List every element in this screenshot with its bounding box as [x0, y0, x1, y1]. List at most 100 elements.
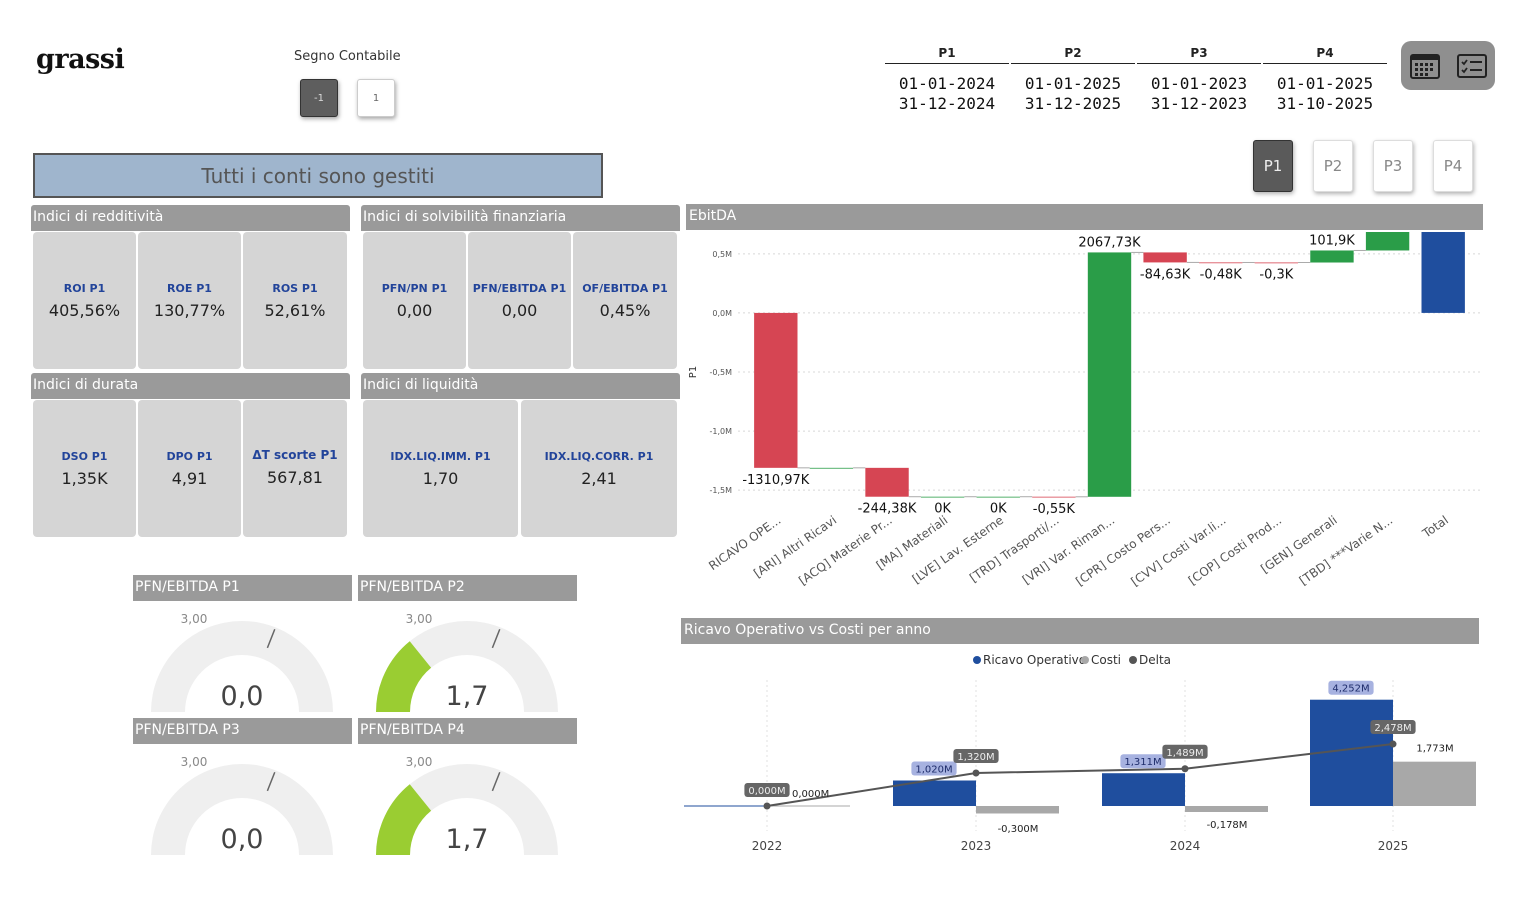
- y-tick-label: -1,5M: [709, 486, 732, 495]
- calendar-icon[interactable]: [1409, 52, 1441, 80]
- gauge-fill: [376, 641, 432, 712]
- status-banner: Tutti i conti sono gestiti: [33, 153, 603, 198]
- delta-point: [763, 802, 771, 810]
- legend-label: Ricavo Operativo: [983, 653, 1086, 667]
- x-tick-label: [CPR] Costo Pers...: [1073, 513, 1173, 589]
- kpi-value: 0,00: [396, 301, 433, 320]
- period-button-p3[interactable]: P3: [1373, 140, 1413, 192]
- waterfall-bar: [1199, 262, 1243, 264]
- delta-point: [1181, 765, 1189, 773]
- gauge-p3: 3,00 0,0: [151, 755, 333, 855]
- x-tick-label: [CVV] Costi Var.li...: [1129, 513, 1229, 589]
- gauge-target-tick: [266, 628, 276, 649]
- ricavo-bar: [1102, 773, 1185, 806]
- period-end: 31-12-2024: [898, 94, 996, 113]
- kpi-label: OF/EBITDA P1: [582, 282, 668, 295]
- x-tick-label: 2022: [752, 839, 783, 853]
- gauge-target-tick: [491, 628, 501, 649]
- kpi-card-liq-imm: IDX.LIQ.IMM. P1 1,70: [363, 400, 518, 537]
- data-label: -84,63K: [1140, 267, 1191, 282]
- ricavo-label: 4,252M: [1332, 684, 1369, 695]
- data-label: -1310,97K: [742, 473, 809, 488]
- ebitda-chart-header: EbitDA: [686, 204, 1483, 230]
- x-tick-label: [COP] Costi Prod...: [1186, 513, 1284, 588]
- x-tick-label: 2024: [1170, 839, 1201, 853]
- gauge-header-p3: PFN/EBITDA P3: [133, 718, 352, 744]
- gauge-max-label: 3,00: [181, 612, 208, 626]
- costi-label: -0,178M: [1207, 820, 1248, 831]
- period-button-p1[interactable]: P1: [1253, 140, 1293, 192]
- y-tick-label: 0,0M: [712, 309, 732, 318]
- x-tick-label: [ACQ] Materie Pr...: [796, 513, 895, 588]
- period-button-p4[interactable]: P4: [1433, 140, 1473, 192]
- y-axis-title: P1: [688, 366, 699, 378]
- ricavo-label: 0,000M: [792, 789, 829, 800]
- gauge-track: [151, 621, 333, 712]
- kpi-value: 567,81: [267, 468, 323, 487]
- kpi-value: 52,61%: [264, 301, 326, 320]
- kpi-value: 4,91: [171, 469, 208, 488]
- waterfall-bar: [1254, 262, 1299, 264]
- section-header-durata: Indici di durata: [31, 373, 350, 399]
- segno-plus-one-button[interactable]: 1: [357, 79, 395, 117]
- gauge-p1: 3,00 0,0: [151, 612, 333, 712]
- kpi-label: DSO P1: [61, 450, 108, 463]
- segno-contabile-label: Segno Contabile: [294, 49, 401, 64]
- costi-label: 1,773M: [1416, 744, 1453, 755]
- period-column-p1: P1 01-01-2024 31-12-2024: [885, 46, 1009, 114]
- ricavo-label-badge: [1328, 680, 1374, 695]
- kpi-label: ΔT scorte P1: [252, 448, 338, 462]
- period-button-p2[interactable]: P2: [1313, 140, 1353, 192]
- x-tick-label: 2025: [1378, 839, 1409, 853]
- kpi-card-ros: ROS P1 52,61%: [243, 232, 347, 369]
- legend-label: Costi: [1091, 653, 1121, 667]
- period-end: 31-10-2025: [1276, 94, 1374, 113]
- gauge-track: [376, 764, 558, 855]
- gauge-header-p4: PFN/EBITDA P4: [358, 718, 577, 744]
- period-header: P3: [1137, 46, 1261, 64]
- data-label: -0,48K: [1200, 267, 1243, 282]
- delta-point: [972, 769, 980, 777]
- waterfall-bar: [1143, 252, 1187, 263]
- kpi-card-dso: DSO P1 1,35K: [33, 400, 136, 537]
- kpi-label: IDX.LIQ.CORR. P1: [544, 450, 654, 463]
- period-column-p3: P3 01-01-2023 31-12-2023: [1137, 46, 1261, 114]
- ricavo-costi-chart-header: Ricavo Operativo vs Costi per anno: [681, 618, 1479, 644]
- kpi-card-delta-scorte: ΔT scorte P1 567,81: [243, 400, 347, 537]
- kpi-label: IDX.LIQ.IMM. P1: [390, 450, 491, 463]
- period-end: 31-12-2023: [1150, 94, 1248, 113]
- kpi-value: 0,00: [501, 301, 538, 320]
- x-tick-label: [VRI] Var. Riman...: [1020, 513, 1117, 587]
- data-label: 0K: [934, 502, 951, 517]
- gauge-value: 1,7: [446, 681, 489, 712]
- kpi-card-liq-corr: IDX.LIQ.CORR. P1 2,41: [521, 400, 677, 537]
- legend-marker: [973, 656, 981, 664]
- gauge-value: 0,0: [221, 681, 264, 712]
- y-tick-label: 0,5M: [712, 250, 732, 259]
- x-tick-label: [LVE] Lav. Esterne: [910, 513, 1006, 586]
- legend-marker: [1081, 656, 1089, 664]
- kpi-card-pfn-pn: PFN/PN P1 0,00: [363, 232, 466, 369]
- gauge-track: [376, 621, 558, 712]
- period-start: 01-01-2025: [1024, 74, 1122, 93]
- kpi-label: ROE P1: [167, 282, 212, 295]
- gauge-track: [151, 764, 333, 855]
- waterfall-bar: [1087, 252, 1132, 497]
- delta-label: 2,478M: [1374, 723, 1411, 734]
- kpi-card-of-ebitda: OF/EBITDA P1 0,45%: [573, 232, 677, 369]
- data-label: -0,3K: [1259, 268, 1293, 283]
- checklist-icon[interactable]: [1456, 52, 1488, 80]
- gauge-target-tick: [266, 771, 276, 792]
- costi-bar: [976, 806, 1059, 814]
- gauge-max-label: 3,00: [406, 755, 433, 769]
- segno-minus-one-button[interactable]: -1: [300, 79, 338, 117]
- ricavo-label-badge: [911, 761, 957, 776]
- period-header: P4: [1263, 46, 1387, 64]
- waterfall-bar: [1310, 250, 1354, 263]
- gauge-p4: 3,00 1,7: [376, 755, 558, 855]
- gauge-p2: 3,00 1,7: [376, 612, 558, 712]
- data-label: 0K: [990, 502, 1007, 517]
- period-column-p2: P2 01-01-2025 31-12-2025: [1011, 46, 1135, 114]
- delta-label: 1,489M: [1166, 748, 1203, 759]
- gauge-max-label: 3,00: [181, 755, 208, 769]
